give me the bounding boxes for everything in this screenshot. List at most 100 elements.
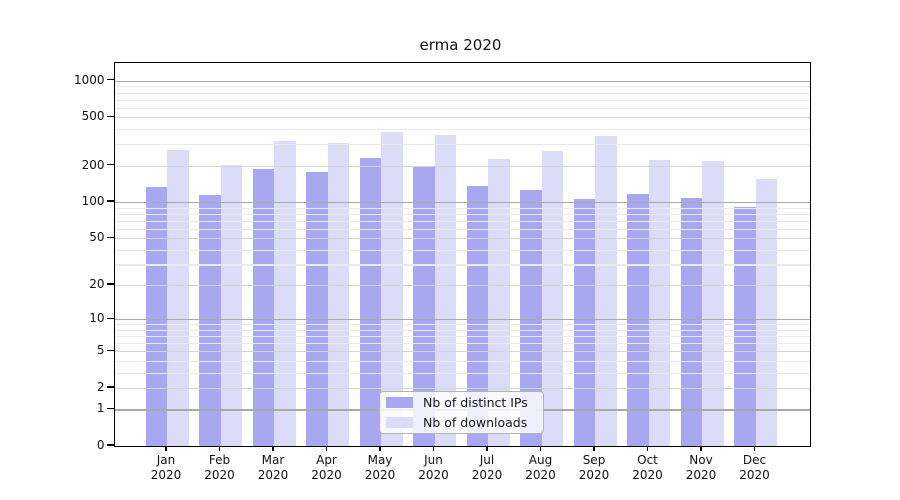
- legend-label-distinct-ips: Nb of distinct IPs: [423, 394, 528, 410]
- gridline-minor-400: [114, 129, 810, 131]
- x-tick-label-oct: Oct 2020: [632, 453, 663, 482]
- y-tick-label-2: 2: [96, 379, 105, 394]
- y-tick-label-5: 5: [96, 343, 105, 358]
- x-tick-label-nov: Nov 2020: [685, 453, 717, 482]
- bar-distinct-ips-aug: [520, 190, 542, 446]
- x-tick-label-feb: Feb 2020: [204, 453, 235, 482]
- legend-label-downloads: Nb of downloads: [423, 415, 528, 431]
- bar-distinct-ips-sep: [573, 199, 595, 446]
- gridline-minor-70: [114, 220, 810, 222]
- y-tick-mark-2: [107, 386, 114, 388]
- bar-downloads-jan: [167, 150, 189, 446]
- gridline-minor-8: [114, 329, 810, 331]
- gridline-minor-6: [114, 343, 810, 345]
- y-tick-label-20: 20: [89, 277, 105, 292]
- y-tick-mark-1: [107, 407, 114, 409]
- bar-distinct-ips-jun: [413, 165, 435, 446]
- x-tick-mark-mar: [272, 446, 274, 452]
- gridline-minor-7: [114, 336, 810, 338]
- x-tick-mark-jun: [432, 446, 435, 452]
- gridline-minor-30: [114, 264, 810, 266]
- bar-distinct-ips-jan: [145, 187, 167, 446]
- x-tick-mark-jul: [486, 446, 488, 452]
- gridline-minor-900: [114, 86, 810, 88]
- bar-downloads-dec: [755, 179, 777, 446]
- gridline-50: [114, 238, 810, 240]
- y-tick-label-1000: 1000: [73, 72, 105, 87]
- bar-downloads-nov: [702, 160, 724, 446]
- x-tick-mark-dec: [753, 446, 756, 452]
- y-tick-label-10: 10: [89, 311, 105, 326]
- gridline-minor-60: [114, 228, 810, 230]
- legend-item-distinct-ips: Nb of distinct IPs: [386, 392, 543, 413]
- x-tick-mark-aug: [539, 446, 542, 452]
- plot-area: [113, 62, 811, 447]
- bar-distinct-ips-nov: [680, 198, 702, 446]
- gridline-20: [114, 285, 810, 287]
- bar-downloads-sep: [595, 135, 617, 446]
- y-tick-label-500: 500: [81, 109, 105, 124]
- y-tick-label-0: 0: [96, 438, 105, 452]
- x-tick-mark-oct: [646, 446, 649, 452]
- legend-item-downloads: Nb of downloads: [386, 413, 543, 434]
- bar-downloads-jun: [434, 135, 456, 446]
- bar-downloads-may: [381, 131, 403, 446]
- y-tick-label-50: 50: [89, 230, 105, 245]
- y-tick-label-100: 100: [81, 194, 105, 209]
- bar-downloads-jul: [488, 159, 510, 446]
- y-tick-mark-50: [107, 236, 114, 238]
- gridline-1000: [114, 80, 810, 82]
- legend-swatch-distinct-ips: [386, 396, 413, 408]
- gridline-2: [114, 387, 810, 390]
- gridline-minor-300: [114, 144, 810, 146]
- x-tick-label-aug: Aug 2020: [525, 453, 556, 482]
- gridline-minor-80: [114, 213, 810, 215]
- bar-distinct-ips-may: [359, 157, 381, 446]
- gridline-minor-90: [114, 207, 810, 209]
- x-tick-label-jun: Jun 2020: [418, 453, 449, 482]
- gridline-200: [114, 165, 810, 167]
- bar-distinct-ips-dec: [734, 206, 756, 446]
- x-tick-mark-jan: [165, 446, 167, 452]
- x-tick-mark-sep: [593, 446, 595, 452]
- gridline-minor-3: [114, 372, 810, 374]
- gridline-10: [114, 319, 810, 321]
- x-tick-label-may: May 2020: [364, 453, 396, 482]
- y-tick-mark-500: [107, 115, 114, 117]
- legend-swatch-downloads: [386, 417, 413, 429]
- y-tick-mark-200: [107, 164, 114, 166]
- gridline-100: [114, 202, 810, 204]
- gridline-minor-4: [114, 360, 810, 362]
- gridline-minor-700: [114, 99, 810, 101]
- gridline-minor-9: [114, 324, 810, 326]
- bar-downloads-apr: [327, 143, 349, 446]
- y-tick-mark-1000: [107, 79, 114, 81]
- y-tick-mark-0: [107, 444, 114, 446]
- y-tick-label-200: 200: [81, 157, 105, 172]
- x-tick-mark-feb: [218, 446, 221, 452]
- x-tick-label-jan: Jan 2020: [150, 453, 182, 482]
- gridline-500: [114, 117, 810, 119]
- gridline-minor-800: [114, 92, 810, 94]
- x-tick-mark-may: [379, 446, 381, 452]
- y-tick-mark-20: [107, 283, 114, 285]
- x-tick-label-sep: Sep 2020: [578, 453, 610, 482]
- bar-downloads-aug: [541, 151, 563, 446]
- y-tick-label-1: 1: [96, 401, 105, 416]
- bar-distinct-ips-jul: [466, 185, 488, 446]
- legend: Nb of distinct IPs Nb of downloads: [379, 391, 544, 434]
- bar-downloads-feb: [220, 165, 242, 446]
- chart-title: erma 2020: [419, 36, 502, 54]
- y-tick-mark-10: [107, 317, 114, 319]
- gridline-minor-40: [114, 249, 810, 251]
- x-tick-label-apr: Apr 2020: [311, 453, 342, 482]
- gridline-5: [114, 351, 810, 353]
- x-tick-label-dec: Dec 2020: [739, 453, 770, 482]
- x-tick-label-jul: Jul 2020: [471, 453, 503, 482]
- x-tick-mark-nov: [700, 446, 702, 452]
- bar-distinct-ips-apr: [306, 172, 328, 446]
- y-tick-mark-100: [107, 200, 114, 202]
- bar-distinct-ips-mar: [252, 168, 274, 446]
- x-tick-label-mar: Mar 2020: [257, 453, 289, 482]
